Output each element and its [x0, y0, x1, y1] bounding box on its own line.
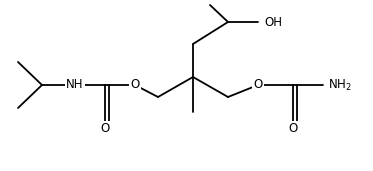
Text: NH: NH: [66, 78, 84, 91]
Text: O: O: [131, 78, 140, 91]
Text: NH$_2$: NH$_2$: [328, 77, 352, 93]
Text: OH: OH: [264, 16, 282, 29]
Text: O: O: [100, 122, 110, 135]
Text: O: O: [288, 122, 298, 135]
Text: O: O: [253, 78, 263, 91]
